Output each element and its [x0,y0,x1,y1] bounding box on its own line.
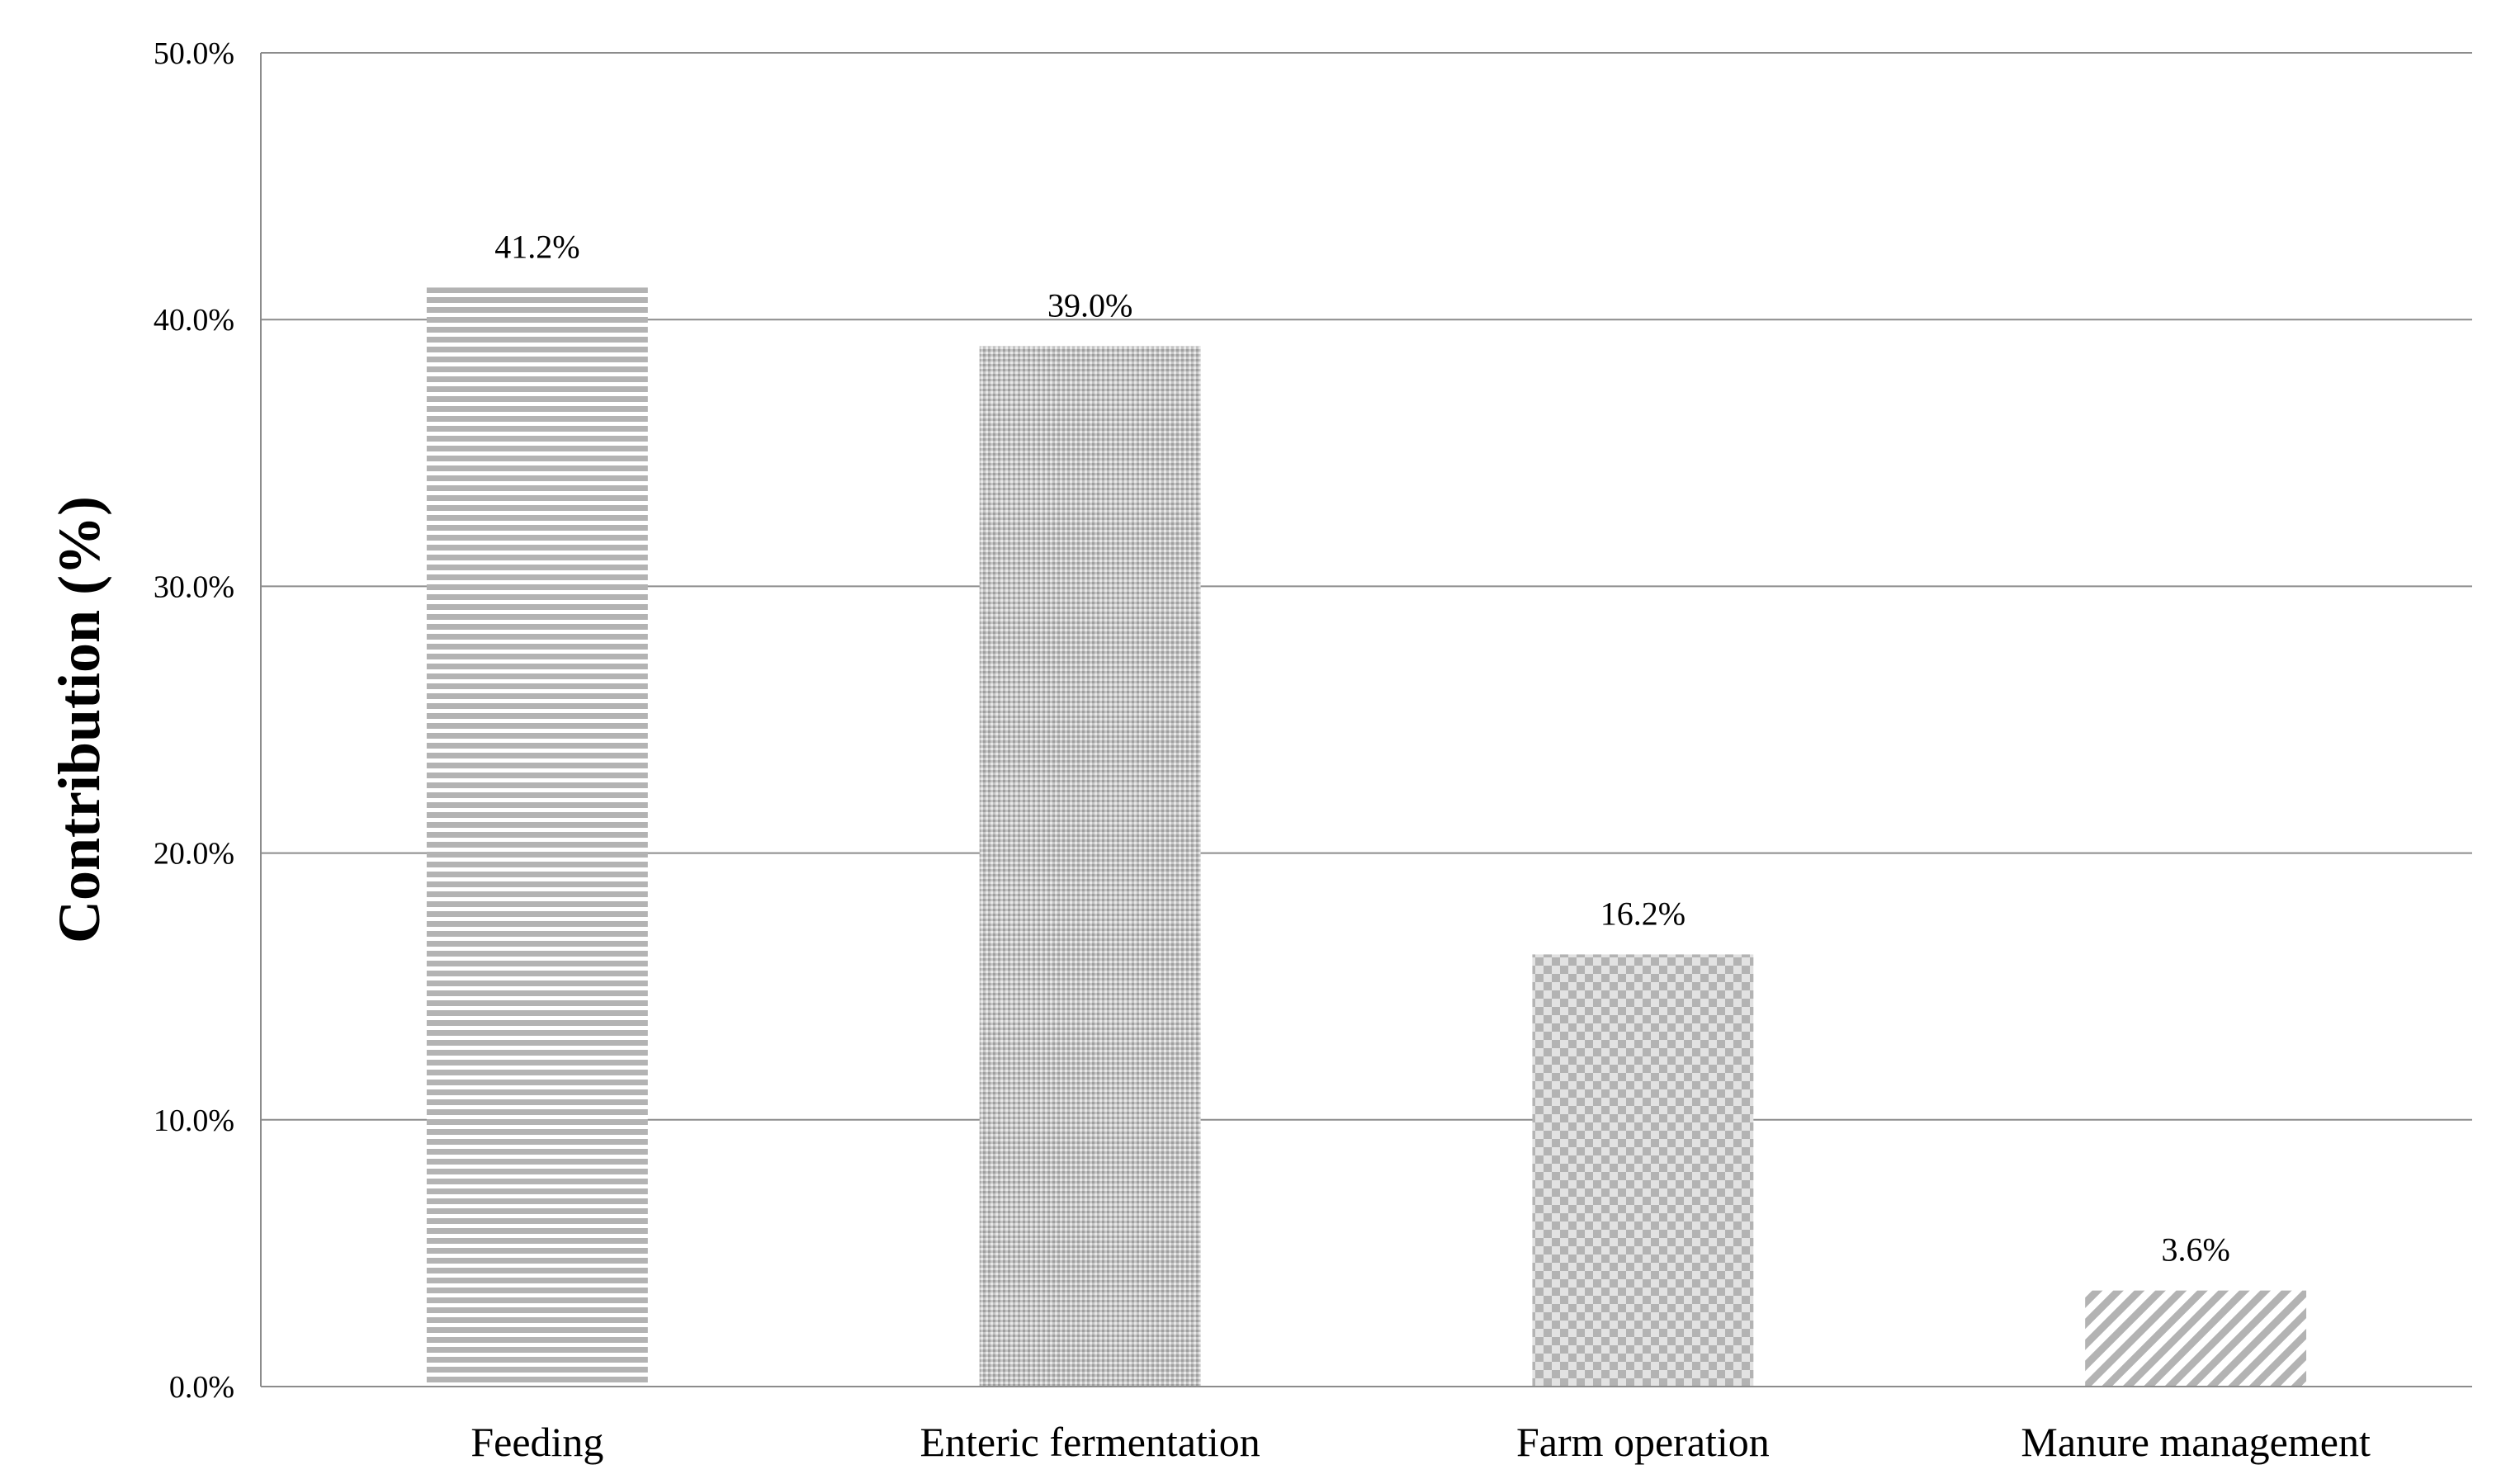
y-tick-label: 10.0% [154,1103,234,1138]
data-label: 41.2% [494,228,579,265]
y-tick-label: 0.0% [169,1370,234,1405]
axes [260,53,2472,1387]
y-tick-label: 30.0% [154,569,234,604]
x-category-label: Farm operation [1516,1419,1770,1465]
x-category-label: Feeding [470,1419,603,1465]
data-label: 3.6% [2161,1231,2229,1269]
bar-manure-management [2085,1290,2307,1387]
bar-enteric-fermentation [979,346,1201,1387]
y-tick-label: 50.0% [154,36,234,71]
x-category-label: Enteric fermentation [920,1419,1260,1465]
labels: 0.0% 10.0% 20.0% 30.0% 40.0% 50.0% 41.2% Feedin… [46,36,2371,1465]
data-label: 16.2% [1600,895,1686,932]
x-category-label: Manure management [2021,1419,2371,1465]
y-tick-label: 40.0% [154,303,234,338]
y-axis-title: Contribution (%) [46,496,112,943]
bar-farm-operation [1532,954,1754,1387]
bar-feeding [426,287,648,1387]
y-tick-label: 20.0% [154,837,234,872]
bars [426,287,2307,1387]
data-label: 39.0% [1047,287,1132,324]
